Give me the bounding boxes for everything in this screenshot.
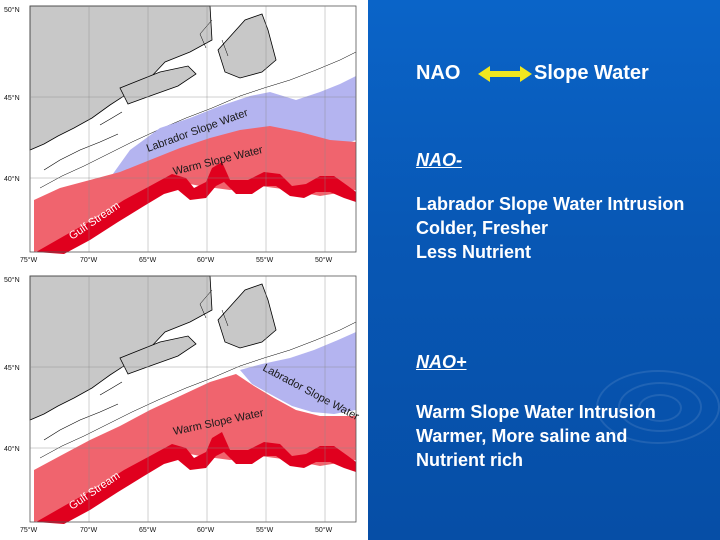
lon-label: 75°W bbox=[20, 526, 38, 534]
shelf-contour bbox=[39, 321, 357, 459]
map-frame bbox=[29, 5, 357, 253]
lon-label: 50°W bbox=[315, 256, 333, 264]
shelf-contour-2 bbox=[199, 289, 229, 327]
lon-label: 60°W bbox=[197, 256, 215, 264]
nao-minus-title: NAO- bbox=[416, 150, 462, 170]
nao-minus-line: Less Nutrient bbox=[416, 242, 532, 262]
header-nao: NAO bbox=[416, 62, 461, 84]
gulf-stream bbox=[36, 162, 356, 254]
lat-label: 50°N bbox=[4, 276, 20, 284]
newfoundland-land bbox=[217, 283, 277, 349]
lat-label: 50°N bbox=[4, 6, 20, 14]
lon-label: 65°W bbox=[139, 256, 157, 264]
nao-plus-line: Warmer, More saline and bbox=[416, 426, 628, 446]
lon-label: 65°W bbox=[139, 526, 157, 534]
lon-label: 75°W bbox=[20, 256, 38, 264]
newfoundland-land bbox=[217, 13, 277, 79]
maps-panel: 50°N 45°N 40°N 75°W 70°W 65°W 60°W 55°W … bbox=[0, 0, 368, 540]
nao-minus-line: Colder, Fresher bbox=[416, 218, 549, 238]
lat-label: 40°N bbox=[4, 445, 20, 453]
lon-label: 55°W bbox=[256, 256, 274, 264]
gulf-stream bbox=[36, 432, 356, 524]
coast-detail bbox=[43, 381, 123, 441]
map-frame bbox=[29, 275, 357, 523]
map-nao-minus: 50°N 45°N 40°N 75°W 70°W 65°W 60°W 55°W … bbox=[0, 0, 368, 270]
lat-label: 45°N bbox=[4, 94, 20, 102]
lon-label: 55°W bbox=[256, 526, 274, 534]
header-slope-water: Slope Water bbox=[534, 62, 649, 84]
nao-plus-line: Warm Slope Water Intrusion bbox=[416, 402, 656, 422]
nao-minus-line: Labrador Slope Water Intrusion bbox=[416, 194, 685, 214]
shelf-contour bbox=[39, 51, 357, 189]
lat-label: 40°N bbox=[4, 175, 20, 183]
nova-scotia-land bbox=[119, 65, 197, 105]
land-mass bbox=[29, 275, 213, 421]
text-panel: NAO Slope Water NAO- Labrador Slope Wate… bbox=[368, 0, 720, 540]
nao-plus-line: Nutrient rich bbox=[416, 450, 524, 470]
labrador-slope-water-region bbox=[240, 332, 356, 414]
map-nao-plus: 50°N 45°N 40°N 75°W 70°W 65°W 60°W 55°W … bbox=[0, 270, 368, 540]
lon-label: 50°W bbox=[315, 526, 333, 534]
lon-label: 60°W bbox=[197, 526, 215, 534]
land-mass bbox=[29, 5, 213, 151]
lat-label: 45°N bbox=[4, 364, 20, 372]
ripple-decoration bbox=[618, 382, 702, 432]
lon-label: 70°W bbox=[80, 526, 98, 534]
nova-scotia-land bbox=[119, 335, 197, 375]
lon-label: 70°W bbox=[80, 256, 98, 264]
ripple-decoration bbox=[638, 394, 682, 422]
warm-slope-water-region bbox=[34, 126, 356, 252]
shelf-contour-2 bbox=[199, 19, 229, 57]
double-arrow-icon bbox=[478, 66, 532, 82]
ripple-decoration bbox=[596, 370, 720, 444]
coast-detail bbox=[43, 111, 123, 171]
nao-plus-title: NAO+ bbox=[416, 352, 467, 372]
